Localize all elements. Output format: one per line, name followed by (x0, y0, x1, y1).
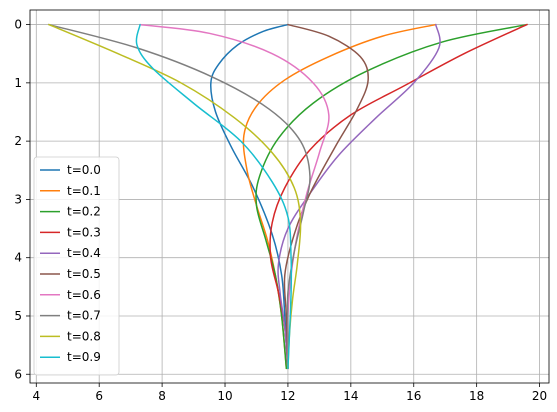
legend-label-7: t=0.7 (67, 309, 101, 323)
series-line-7 (48, 23, 311, 370)
x-tick-label: 10 (217, 389, 232, 403)
plot-frame (29, 9, 550, 384)
y-tick-label: 6 (14, 367, 22, 381)
legend-label-4: t=0.4 (67, 246, 101, 260)
series-line-0 (210, 23, 289, 370)
x-tick-label: 6 (95, 389, 103, 403)
x-tick-label: 8 (158, 389, 166, 403)
series-lines (48, 23, 528, 370)
x-tick-label: 12 (280, 389, 295, 403)
legend-label-0: t=0.0 (67, 163, 101, 177)
legend-label-8: t=0.8 (67, 329, 101, 343)
x-tick-label: 20 (532, 389, 547, 403)
legend-label-1: t=0.1 (67, 184, 101, 198)
y-tick-label: 3 (14, 192, 22, 206)
series-line-3 (269, 23, 528, 370)
y-tick-label: 0 (14, 18, 22, 32)
series-line-9 (135, 23, 293, 370)
y-tick-label: 5 (14, 309, 22, 323)
legend-label-3: t=0.3 (67, 225, 101, 239)
y-tick-label: 2 (14, 134, 22, 148)
x-tick-label: 18 (469, 389, 484, 403)
legend: t=0.0 t=0.1 t=0.2 t=0.3 t=0.4 t=0.5 t=0.6 t=0.7… (33, 156, 120, 376)
x-tick-label: 14 (343, 389, 358, 403)
legend-label-9: t=0.9 (67, 350, 101, 364)
legend-label-5: t=0.5 (67, 267, 101, 281)
x-tick-label: 4 (32, 389, 40, 403)
legend-label-6: t=0.6 (67, 288, 101, 302)
series-line-6 (139, 23, 330, 370)
y-tick-label: 1 (14, 76, 22, 90)
y-tick-label: 4 (14, 251, 22, 265)
legend-label-2: t=0.2 (67, 205, 101, 219)
series-line-5 (283, 23, 369, 370)
x-tick-label: 16 (406, 389, 421, 403)
